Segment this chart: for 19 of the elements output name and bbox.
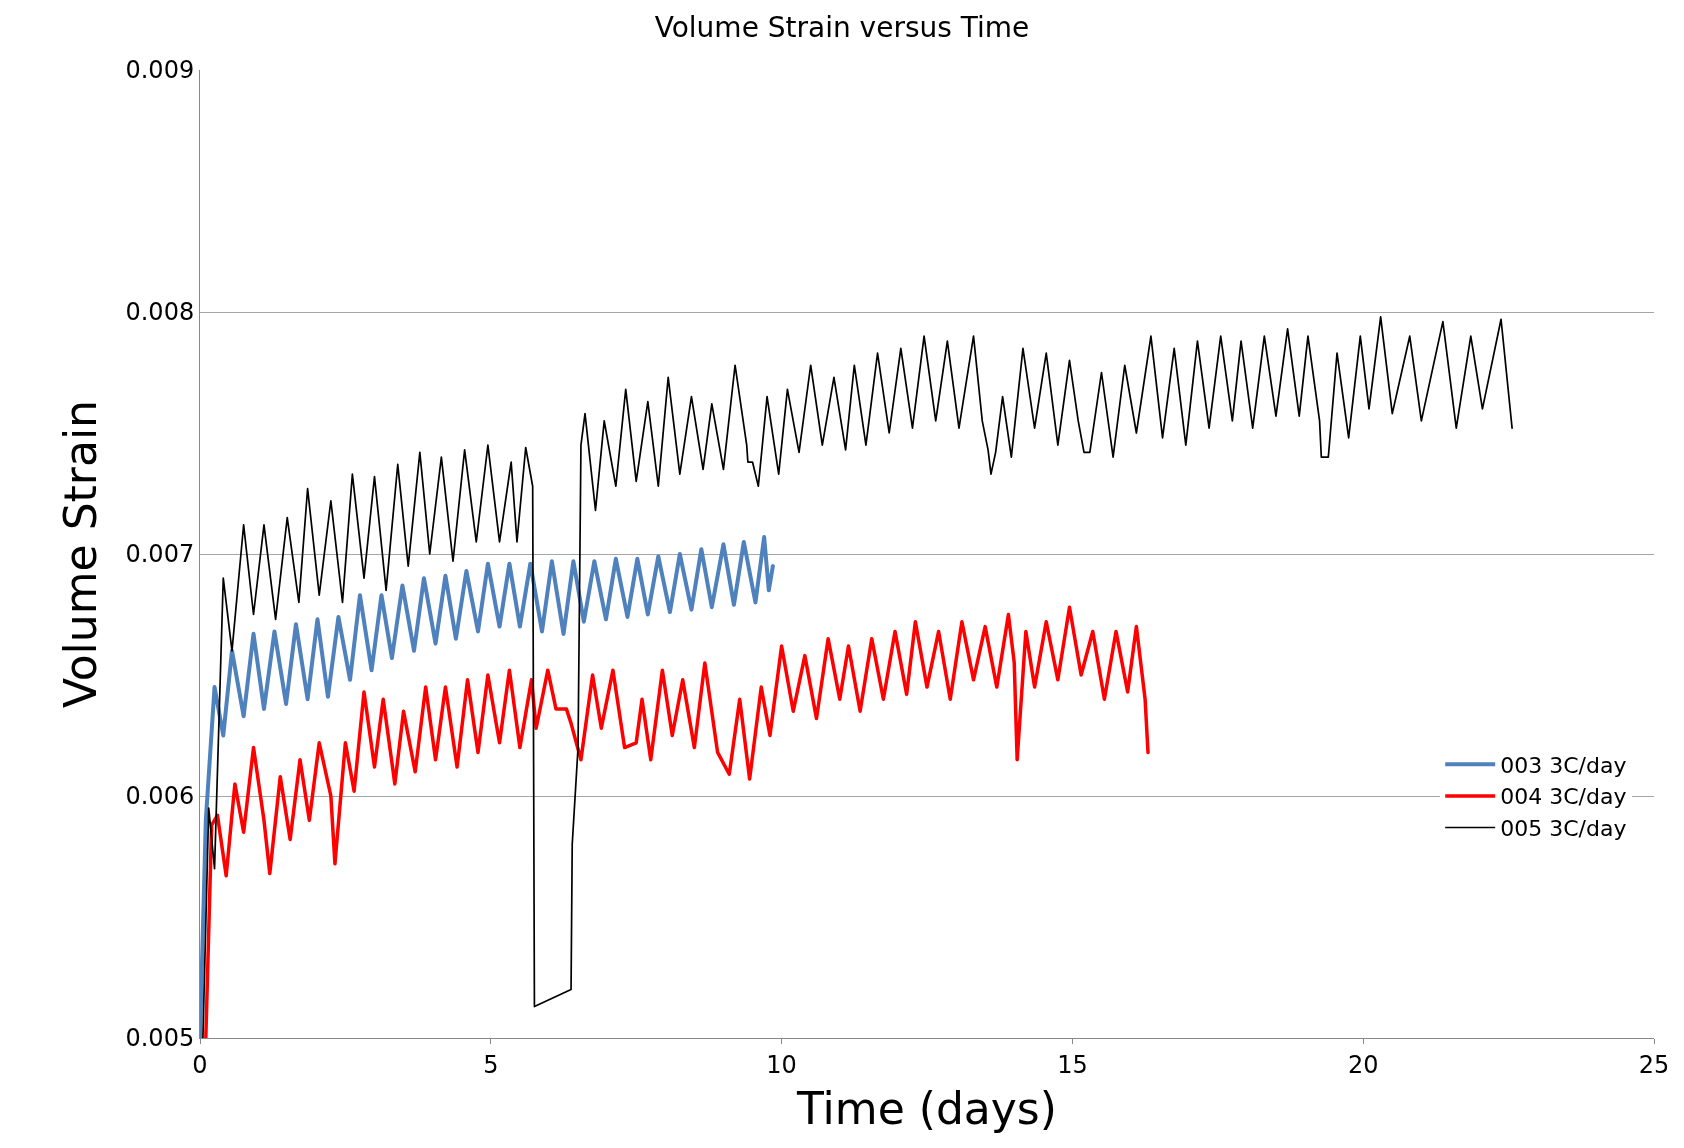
y-axis-title: Volume Strain — [54, 400, 106, 708]
y-tick-label: 0.008 — [125, 298, 195, 327]
x-tick-label: 25 — [1638, 1050, 1670, 1079]
legend-label: 005 3C/day — [1500, 816, 1627, 842]
line-series — [200, 535, 775, 1038]
x-axis-title: Time (days) — [796, 1083, 1057, 1135]
x-tick-label: 0 — [192, 1050, 208, 1079]
line-series — [204, 605, 1150, 1038]
legend-label: 004 3C/day — [1500, 784, 1627, 810]
y-tick-label: 0.005 — [125, 1024, 195, 1053]
x-tick-label: 10 — [766, 1050, 797, 1079]
x-tick-label: 5 — [483, 1050, 499, 1079]
y-tick-label: 0.009 — [125, 56, 195, 85]
x-tick-label: 15 — [1057, 1050, 1088, 1079]
x-tick-label: 20 — [1347, 1050, 1379, 1079]
y-tick-label: 0.007 — [125, 540, 195, 569]
chart-title: Volume Strain versus Time — [654, 10, 1030, 44]
y-tick-label: 0.006 — [125, 782, 195, 811]
legend-label: 003 3C/day — [1500, 752, 1627, 778]
